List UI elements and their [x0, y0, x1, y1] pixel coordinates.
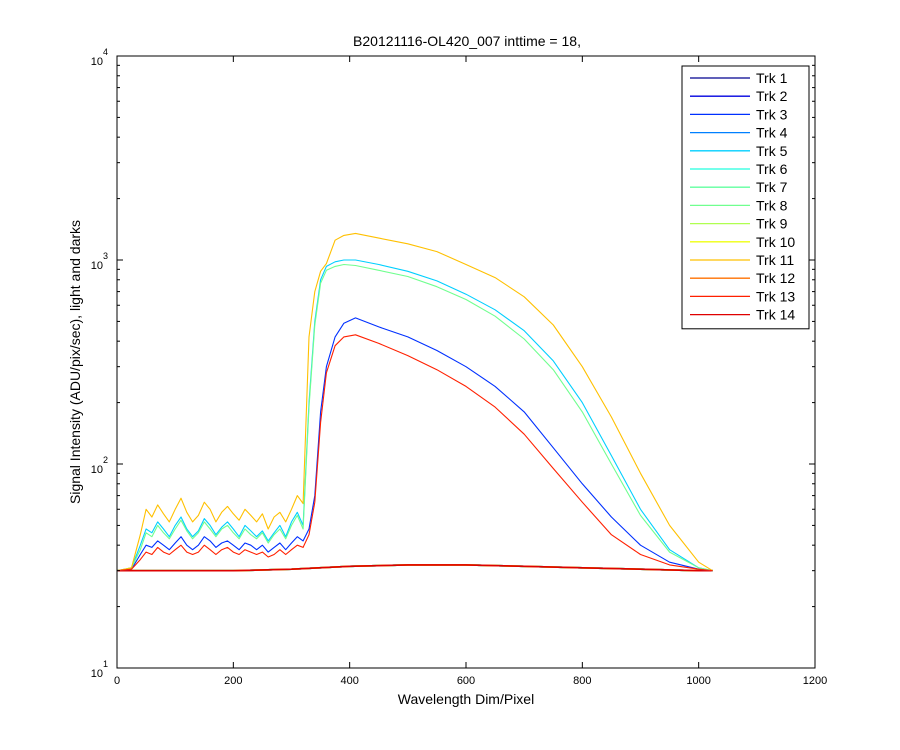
series-line-trk-3	[116, 317, 713, 572]
y-tick-label-exp: 3	[103, 251, 108, 261]
legend-label: Trk 9	[756, 216, 788, 232]
legend-label: Trk 8	[756, 197, 788, 213]
x-tick-label: 400	[340, 675, 358, 687]
series-line-trk-5	[116, 259, 713, 572]
y-axis-label: Signal Intensity (ADU/pix/sec), light an…	[67, 220, 83, 504]
x-tick-label: 800	[573, 675, 591, 687]
x-tick-label: 600	[457, 675, 475, 687]
legend-label: Trk 11	[756, 252, 794, 268]
legend-label: Trk 5	[756, 143, 788, 159]
legend-label: Trk 4	[756, 125, 788, 141]
x-tick-label: 1200	[803, 675, 827, 687]
legend-label: Trk 3	[756, 106, 788, 122]
y-tick-label-exp: 1	[103, 659, 108, 669]
plot-border	[116, 55, 816, 669]
legend-label: Trk 1	[756, 70, 788, 86]
x-tick-label: 200	[224, 675, 242, 687]
series-layer	[116, 232, 713, 572]
legend-label: Trk 2	[756, 88, 788, 104]
y-tick-label-base: 10	[91, 464, 103, 476]
series-line-trk-8	[116, 263, 713, 572]
y-tick-label-exp: 2	[103, 455, 108, 465]
y-tick-label-base: 10	[91, 668, 103, 680]
y-tick-label-base: 10	[91, 56, 103, 68]
legend-label: Trk 12	[756, 270, 795, 286]
x-tick-label: 0	[114, 675, 120, 687]
legend-box	[681, 65, 810, 330]
series-line-trk-13	[116, 334, 713, 572]
legend-label: Trk 7	[756, 179, 788, 195]
series-line-trk-14	[117, 564, 713, 572]
chart-title: B20121116-OL420_007 inttime = 18,	[353, 33, 581, 49]
legend-label: Trk 10	[756, 234, 795, 250]
legend: Trk 1 Trk 2 Trk 3 Trk 4 Trk 5 Trk 6 Trk 7 Trk 8…	[681, 65, 810, 330]
legend-label: Trk 6	[756, 161, 788, 177]
y-tick-label-exp: 4	[103, 47, 108, 57]
legend-label: Trk 14	[756, 307, 795, 323]
x-tick-label: 1000	[686, 675, 710, 687]
series-line-trk-11	[116, 232, 713, 572]
x-axis-label: Wavelength Dim/Pixel	[398, 691, 534, 707]
y-tick-label-base: 10	[91, 260, 103, 272]
legend-label: Trk 13	[756, 288, 795, 304]
